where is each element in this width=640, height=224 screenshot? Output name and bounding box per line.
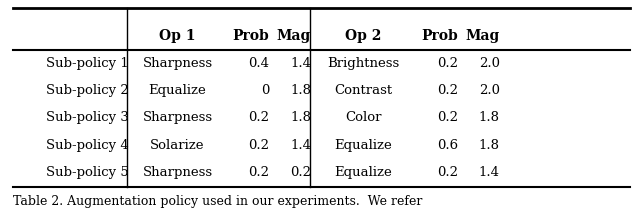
Text: Equalize: Equalize (334, 166, 392, 179)
Text: Sharpness: Sharpness (143, 111, 212, 124)
Text: Sub-policy 3: Sub-policy 3 (46, 111, 129, 124)
Text: Equalize: Equalize (334, 139, 392, 152)
Text: 0.2: 0.2 (437, 111, 458, 124)
Text: Sub-policy 1: Sub-policy 1 (46, 57, 129, 70)
Text: Solarize: Solarize (150, 139, 205, 152)
Text: 0.2: 0.2 (248, 166, 269, 179)
Text: Contrast: Contrast (334, 84, 392, 97)
Text: Prob: Prob (233, 29, 269, 43)
Text: 0.6: 0.6 (437, 139, 458, 152)
Text: 0.4: 0.4 (248, 57, 269, 70)
Text: 1.4: 1.4 (479, 166, 500, 179)
Text: Equalize: Equalize (148, 84, 207, 97)
Text: 1.4: 1.4 (290, 57, 311, 70)
Text: 1.8: 1.8 (290, 84, 311, 97)
Text: Mag: Mag (465, 29, 500, 43)
Text: Prob: Prob (422, 29, 458, 43)
Text: 0.2: 0.2 (248, 111, 269, 124)
Text: Op 2: Op 2 (345, 29, 381, 43)
Text: 0.2: 0.2 (437, 84, 458, 97)
Text: 0.2: 0.2 (437, 166, 458, 179)
Text: Sub-policy 5: Sub-policy 5 (46, 166, 129, 179)
Text: 1.8: 1.8 (479, 139, 500, 152)
Text: Sub-policy 4: Sub-policy 4 (46, 139, 129, 152)
Text: Op 1: Op 1 (159, 29, 196, 43)
Text: Mag: Mag (276, 29, 311, 43)
Text: Color: Color (345, 111, 381, 124)
Text: 2.0: 2.0 (479, 57, 500, 70)
Text: 0.2: 0.2 (437, 57, 458, 70)
Text: 2.0: 2.0 (479, 84, 500, 97)
Text: Sharpness: Sharpness (143, 57, 212, 70)
Text: Table 2. Augmentation policy used in our experiments.  We refer: Table 2. Augmentation policy used in our… (13, 195, 422, 208)
Text: 1.8: 1.8 (290, 111, 311, 124)
Text: 0.2: 0.2 (248, 139, 269, 152)
Text: Sub-policy 2: Sub-policy 2 (46, 84, 129, 97)
Text: Sharpness: Sharpness (143, 166, 212, 179)
Text: Brightness: Brightness (327, 57, 399, 70)
Text: 0: 0 (261, 84, 269, 97)
Text: 0.2: 0.2 (290, 166, 311, 179)
Text: 1.8: 1.8 (479, 111, 500, 124)
Text: 1.4: 1.4 (290, 139, 311, 152)
